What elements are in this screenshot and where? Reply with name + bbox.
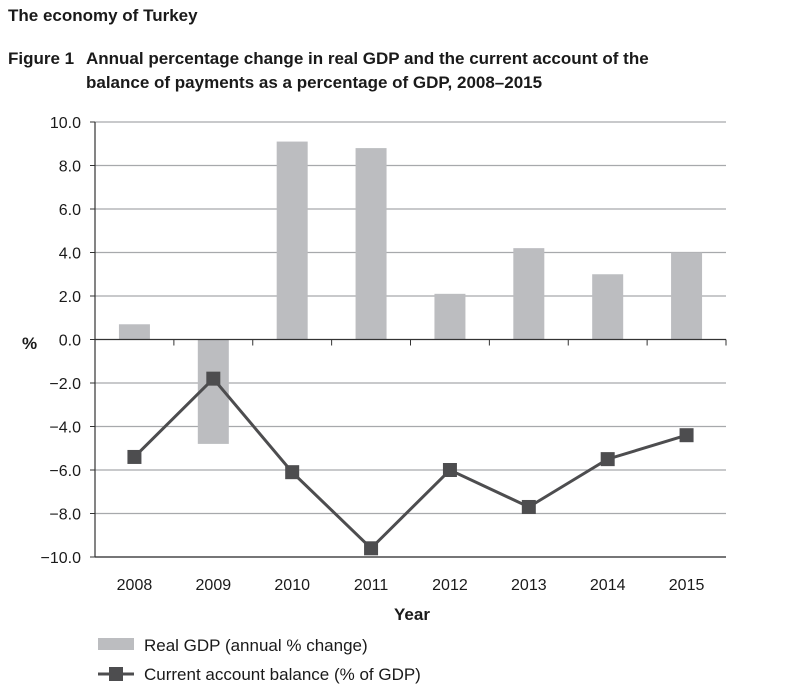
gdp-bar-2010	[276, 141, 308, 340]
gdp-bar-2011	[355, 148, 387, 340]
gdp-bar-2012	[434, 293, 466, 340]
x-tick-label: 2011	[354, 577, 389, 594]
figure-number: Figure 1	[8, 49, 75, 68]
y-tick-label: 6.0	[59, 202, 81, 219]
gdp-bar-2015	[671, 252, 703, 340]
current-account-marker-2015	[679, 428, 694, 443]
legend: Real GDP (annual % change) Current accou…	[98, 636, 421, 684]
gdp-bars	[118, 141, 703, 444]
legend-label-current-account: Current account balance (% of GDP)	[144, 665, 421, 684]
current-account-marker-2013	[521, 499, 536, 514]
current-account-marker-2009	[206, 371, 221, 386]
x-tick-labels: 2008 2009 2010 2011 2012 2013 2014 2015	[117, 577, 705, 594]
y-tick-label: 0.0	[59, 333, 81, 350]
current-account-marker-2011	[364, 541, 379, 556]
current-account-marker-2012	[442, 463, 457, 477]
y-tick-label: 2.0	[59, 289, 81, 306]
page-heading: The economy of Turkey	[8, 6, 198, 25]
figure-title: Figure 1 Annual percentage change in real…	[8, 47, 649, 95]
gdp-bar-2008	[118, 324, 150, 340]
x-tick-label: 2009	[196, 577, 232, 594]
x-tick-label: 2010	[274, 577, 310, 594]
y-axis-label: %	[22, 334, 37, 353]
y-tick-label: 10.0	[50, 115, 81, 132]
y-tick-label: 4.0	[59, 246, 81, 263]
figure-title-line2: balance of payments as a percentage of G…	[86, 73, 543, 92]
gdp-bar-2014	[592, 274, 624, 340]
current-account-marker-2008	[127, 449, 142, 464]
x-tick-label: 2008	[117, 577, 153, 594]
y-tick-labels: 10.0 8.0 6.0 4.0 2.0 0.0 −2.0 −4.0 −6.0 −8.0 −10.0	[41, 115, 82, 567]
axes	[90, 121, 727, 558]
legend-label-gdp: Real GDP (annual % change)	[144, 636, 368, 655]
x-tick-label: 2013	[511, 577, 547, 594]
y-tick-label: −2.0	[49, 376, 81, 393]
y-tick-label: −4.0	[49, 420, 81, 437]
x-tick-label: 2015	[669, 577, 705, 594]
figure-title-line1: Annual percentage change in real GDP and…	[86, 49, 649, 68]
legend-marker-current-account	[109, 667, 123, 681]
y-tick-label: −10.0	[41, 550, 82, 567]
current-account-marker-2010	[285, 465, 300, 480]
current-account-marker-2014	[600, 452, 615, 467]
y-tick-label: −6.0	[49, 463, 81, 480]
current-account-line	[127, 371, 694, 556]
x-tick-label: 2014	[590, 577, 626, 594]
current-account-polyline	[133, 376, 687, 551]
x-axis-label: Year	[394, 605, 430, 624]
legend-swatch-gdp	[98, 638, 134, 650]
x-tick-label: 2012	[432, 577, 468, 594]
gdp-bar-2013	[513, 248, 545, 340]
y-tick-label: −8.0	[49, 507, 81, 524]
y-tick-label: 8.0	[59, 159, 81, 176]
